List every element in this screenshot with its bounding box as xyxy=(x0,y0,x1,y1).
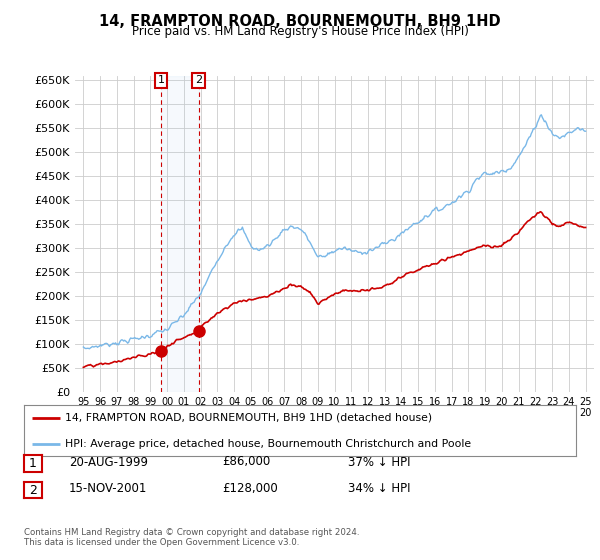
Text: 2: 2 xyxy=(195,76,202,85)
Text: 15-NOV-2001: 15-NOV-2001 xyxy=(69,482,148,495)
Bar xyxy=(161,76,199,392)
Text: 20-AUG-1999: 20-AUG-1999 xyxy=(69,455,148,469)
Text: HPI: Average price, detached house, Bournemouth Christchurch and Poole: HPI: Average price, detached house, Bour… xyxy=(65,438,472,449)
Text: £128,000: £128,000 xyxy=(222,482,278,495)
Text: Contains HM Land Registry data © Crown copyright and database right 2024.
This d: Contains HM Land Registry data © Crown c… xyxy=(24,528,359,547)
Text: 34% ↓ HPI: 34% ↓ HPI xyxy=(348,482,410,495)
Text: 1: 1 xyxy=(157,76,164,85)
Text: 1: 1 xyxy=(29,457,37,470)
Text: £86,000: £86,000 xyxy=(222,455,270,469)
Text: 14, FRAMPTON ROAD, BOURNEMOUTH, BH9 1HD: 14, FRAMPTON ROAD, BOURNEMOUTH, BH9 1HD xyxy=(99,14,501,29)
Text: Price paid vs. HM Land Registry's House Price Index (HPI): Price paid vs. HM Land Registry's House … xyxy=(131,25,469,38)
Text: 37% ↓ HPI: 37% ↓ HPI xyxy=(348,455,410,469)
Text: 2: 2 xyxy=(29,483,37,497)
Text: 14, FRAMPTON ROAD, BOURNEMOUTH, BH9 1HD (detached house): 14, FRAMPTON ROAD, BOURNEMOUTH, BH9 1HD … xyxy=(65,413,433,423)
